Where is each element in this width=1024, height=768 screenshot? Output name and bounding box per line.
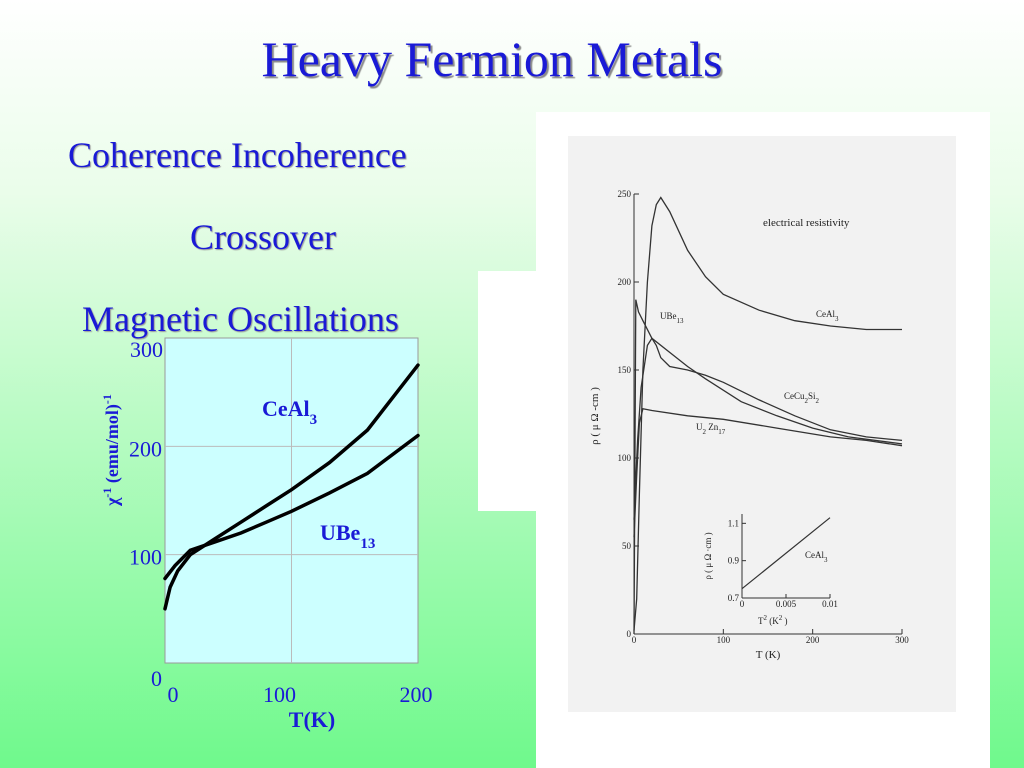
x-tick-label: 200 [400,682,433,707]
inset-x-axis-label: T2 (K2 ) [758,614,788,626]
y-tick-label: 200 [618,277,632,287]
chart-title: electrical resistivity [763,217,850,229]
inset-y-tick-label: 0.9 [728,556,740,566]
x-tick-label: 0 [168,682,179,707]
inset-x-tick-label: 0.01 [822,599,838,609]
y-tick-label: 100 [618,453,632,463]
subtitle-crossover: Crossover [190,217,336,257]
series-label-u2zn17: U2 Zn17 [696,422,726,436]
series-line-ube13 [633,299,903,635]
y-tick-label: 300 [130,337,163,362]
x-tick-label: 0 [632,635,637,645]
inset-x-tick-label: 0.005 [776,599,797,609]
series-label-ube13: UBe13 [660,311,684,325]
inset-x-tick-label: 0 [740,599,745,609]
series-label-ceal3: CeAl3 [262,396,317,428]
series-line-ube13 [163,433,420,581]
series-line-ceal3 [163,363,420,611]
y-tick-label: 250 [618,189,632,199]
resistivity-chart: 0 50 100 150 200 250 0 100 200 300 electrical resi… [589,189,909,661]
x-tick-label: 200 [806,635,820,645]
susceptibility-chart: 0 100 200 0 100 200 300 T(K) χ-1 (emu/mol)-1 CeAl… [100,337,433,732]
series-line-cecu2si2 [633,337,903,520]
series-label-ceal3: CeAl3 [816,309,839,323]
inset-series-line [741,517,831,590]
x-tick-label: 100 [263,682,296,707]
y-tick-label: 100 [129,545,162,570]
inset-y-tick-label: 0.7 [728,593,740,603]
resistivity-figure-background [568,136,956,712]
y-tick-label: 200 [129,436,162,461]
y-axis-label: ρ ( μ Ω -cm ) [589,387,601,445]
figure-panel-tab [478,271,536,511]
series-label-ube13: UBe13 [320,520,375,552]
y-tick-label: 0 [627,629,632,639]
series-label-cecu2si2: CeCu2Si2 [784,391,820,405]
inset-y-tick-label: 1.1 [728,518,739,528]
slide-title: Heavy Fermion Metals [261,31,723,87]
x-tick-label: 300 [895,635,909,645]
series-line-u2zn17 [633,407,903,538]
inset-y-axis-label: ρ ( μ Ω ·cm ) [703,532,713,579]
x-axis-label: T (K) [756,649,781,661]
y-tick-label: 150 [618,365,632,375]
subtitle-magnetic-oscillations: Magnetic Oscillations [82,299,399,339]
x-axis-label: T(K) [289,707,335,732]
y-axis-label: χ-1 (emu/mol)-1 [100,394,123,507]
x-tick-label: 100 [717,635,731,645]
inset-series-label: CeAl3 [805,550,828,564]
y-tick-label: 50 [622,541,632,551]
y-tick-label: 0 [151,666,162,691]
subtitle-coherence: Coherence Incoherence [68,135,407,175]
